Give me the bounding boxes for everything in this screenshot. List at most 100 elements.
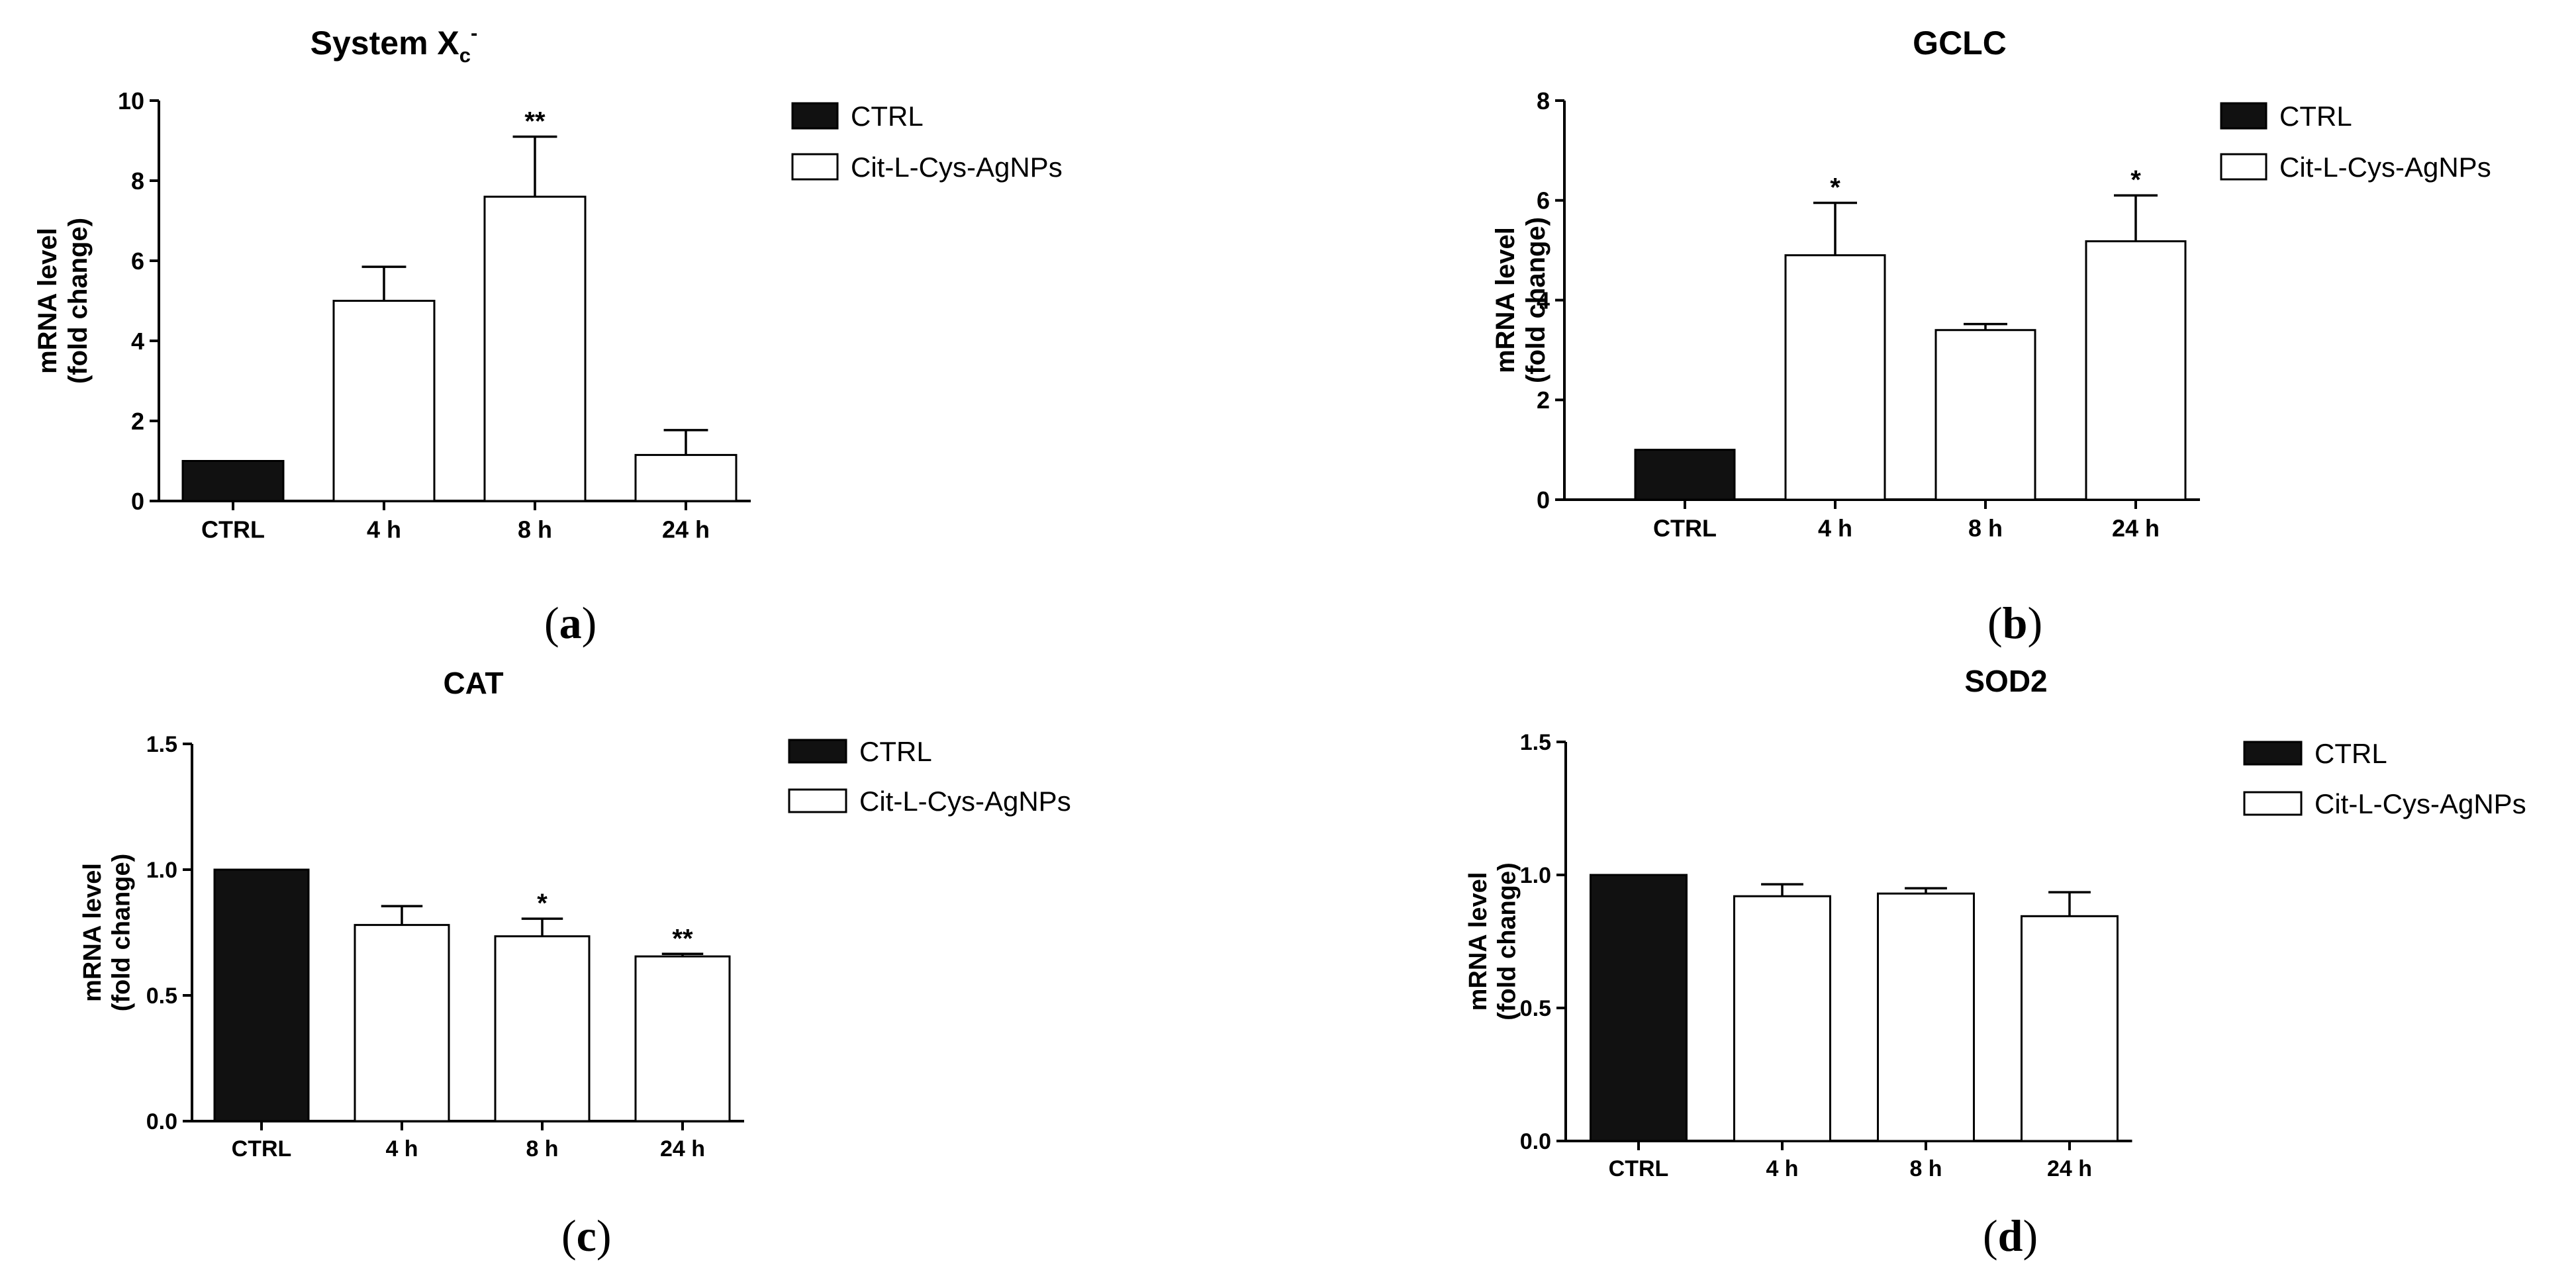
y-tick-label: 4 [131,328,144,355]
x-tick-label: 8 h [1909,1156,1942,1181]
y-tick-label: 0.5 [1520,996,1551,1021]
legend-label: Cit-L-Cys-AgNPs [859,786,1071,817]
y-tick-label: 4 [1537,287,1550,314]
x-tick-label: 8 h [526,1136,558,1162]
legend-swatch [2220,153,2267,181]
chart-svg-d: SOD2 mRNA level(fold change) 0.0 0.5 1.0 1.5 C… [1464,664,2526,1181]
legend-label: Cit-L-Cys-AgNPs [2279,152,2491,183]
y-tick-label: 0.0 [1520,1129,1551,1154]
x-tick-label: 4 h [1766,1156,1798,1181]
chart-panel-b: GCLC mRNA level(fold change) 0 2 4 6 8 CTRL 4 h *… [1288,0,2576,648]
chart-title-subscript: c [459,44,471,67]
significance-label: ** [672,924,693,953]
y-tick-label: 8 [1537,87,1550,114]
x-tick-label: CTRL [1653,514,1717,541]
chart-panel-a: System Xc-mRNA level(fold change) 0 2 4 6 8 10… [0,0,1288,648]
chart-svg-a: System Xc-mRNA level(fold change) 0 2 4 6 8 10… [33,21,1063,543]
y-tick-label: 1.5 [1520,730,1551,755]
bar [1934,329,2036,501]
chart-panel-d: SOD2 mRNA level(fold change) 0.0 0.5 1.0 1.5 C… [1288,638,2576,1276]
x-tick-label: 24 h [2047,1156,2092,1181]
chart-title: SOD2 [1964,664,2047,698]
x-tick-label: 24 h [662,516,710,543]
y-axis-label-line: mRNA level [79,863,107,1002]
y-axis-label-line: mRNA level [1464,872,1492,1011]
x-tick-label: CTRL [232,1136,292,1162]
legend-label: CTRL [2314,738,2387,769]
y-tick-label: 0 [131,488,144,515]
legend-label: Cit-L-Cys-AgNPs [851,152,1063,183]
legend-swatch [2220,102,2267,130]
y-tick-label: 0.0 [146,1109,177,1134]
y-tick-label: 2 [131,408,144,435]
y-tick-label: 10 [118,87,144,114]
y-axis-label-line: mRNA level [1491,227,1520,373]
bar [1877,892,1975,1142]
y-tick-label: 8 [131,167,144,195]
legend-swatch [788,788,847,813]
bar [354,924,450,1122]
y-axis-label-line: (fold change) [64,218,93,384]
x-tick-label: 24 h [2112,514,2160,541]
chart-title: GCLC [1913,24,2007,62]
y-axis-label: mRNA level(fold change) [79,854,136,1012]
bar [1784,254,1886,501]
y-tick-label: 2 [1537,387,1550,414]
significance-label: ** [524,107,546,136]
x-tick-label: CTRL [201,516,265,543]
legend-label: CTRL [851,101,924,132]
chart-svg-c: CAT mRNA level(fold change) 0.0 0.5 1.0 1.5 CT… [79,666,1071,1162]
panel-label-a: (a) [544,598,597,648]
significance-label: * [1830,173,1840,203]
bar [213,868,310,1122]
legend-label: Cit-L-Cys-AgNPs [2314,788,2526,819]
panel-label-d: (d) [1983,1210,2038,1261]
bar [1634,449,1736,501]
bar [494,935,591,1122]
y-tick-label: 0.5 [146,983,177,1009]
x-tick-label: 24 h [660,1136,705,1162]
panel-label-c: (c) [561,1210,612,1261]
bar [332,300,436,502]
y-tick-label: 1.0 [146,858,177,883]
panel-label-b: (b) [1987,598,2043,648]
legend-swatch [2243,741,2303,766]
x-tick-label: 4 h [367,516,401,543]
bar [2021,915,2119,1142]
bar [2085,240,2187,501]
legend-label: CTRL [2279,101,2352,132]
bar [1590,874,1688,1142]
y-tick-label: 1.0 [1520,863,1551,888]
chart-svg-b: GCLC mRNA level(fold change) 0 2 4 6 8 CTRL 4 h *… [1491,24,2491,541]
x-tick-label: 4 h [1818,514,1852,541]
legend-swatch [2243,791,2303,816]
chart-title-superscript: - [471,21,477,44]
y-axis-label-line: (fold change) [1494,862,1521,1021]
legend-swatch [791,153,839,181]
y-axis-label: mRNA level(fold change) [1491,217,1550,383]
y-tick-label: 6 [131,248,144,275]
significance-label: * [537,889,548,918]
y-axis-label-line: (fold change) [108,854,136,1012]
y-axis-label: mRNA level(fold change) [33,218,93,384]
x-tick-label: 8 h [1968,514,2003,541]
y-tick-label: 0 [1537,486,1550,514]
significance-label: * [2130,165,2141,195]
legend-label: CTRL [859,736,932,767]
chart-panel-c: CAT mRNA level(fold change) 0.0 0.5 1.0 1.5 CT… [0,638,1288,1276]
bar [634,955,731,1122]
y-axis-label: mRNA level(fold change) [1464,862,1521,1021]
chart-title: System Xc- [310,21,478,67]
y-axis-label-line: (fold change) [1521,217,1550,383]
y-tick-label: 6 [1537,187,1550,214]
legend-swatch [788,739,847,764]
bar [1733,895,1831,1142]
bar [181,460,285,502]
y-tick-label: 1.5 [146,732,177,757]
bar [483,195,587,502]
x-tick-label: 4 h [385,1136,418,1162]
bar [634,453,738,502]
y-axis-label-line: mRNA level [33,228,62,374]
x-tick-label: CTRL [1609,1156,1669,1181]
legend-swatch [791,102,839,130]
